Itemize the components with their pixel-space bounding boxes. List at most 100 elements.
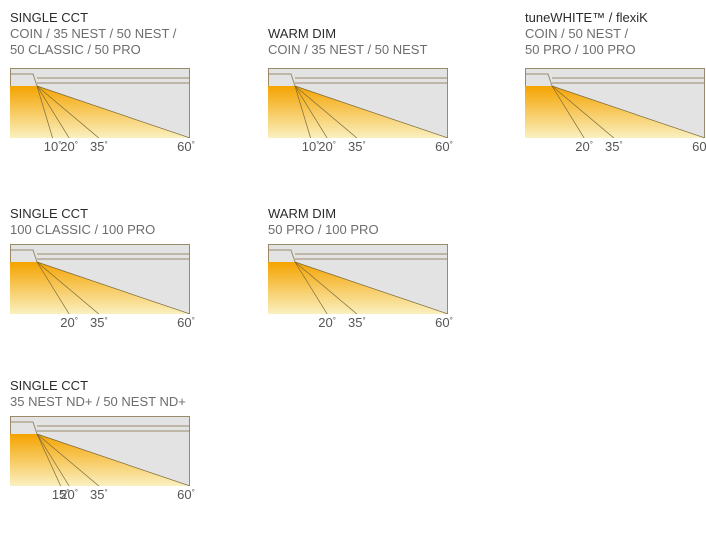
- light-beam: [268, 262, 448, 314]
- panel-subtitle-line: 50 CLASSIC / 50 PRO: [10, 42, 141, 57]
- light-beam: [10, 86, 190, 138]
- beam-angle-label: 20°: [60, 316, 78, 330]
- degree-mark: °: [191, 140, 195, 149]
- angle-value: 20: [318, 139, 333, 154]
- angle-value: 35: [90, 139, 105, 154]
- beam-panel: WARM DIM 50 PRO / 100 PRO 20° 35° 60°: [268, 206, 508, 330]
- angle-value: 35: [348, 315, 363, 330]
- fixture-outline: [268, 73, 296, 87]
- degree-mark: °: [449, 316, 453, 325]
- angle-value: 60: [435, 139, 450, 154]
- degree-mark: °: [66, 488, 70, 497]
- light-beam: [268, 86, 448, 138]
- beam-angle-label: 15°: [52, 488, 70, 502]
- degree-mark: °: [191, 488, 195, 497]
- angle-value: 35: [90, 487, 105, 502]
- angle-value: 20: [60, 315, 75, 330]
- beam-angle-ray: [551, 85, 615, 138]
- beam-angle-label: 35°: [90, 488, 108, 502]
- beam-angle-ray: [36, 433, 70, 486]
- panel-subtitle-line: COIN / 35 NEST / 50 NEST: [268, 42, 428, 57]
- beam-angle-ray: [551, 85, 705, 138]
- light-beam: [10, 262, 190, 314]
- angle-value: 35: [605, 139, 620, 154]
- beam-angle-label: 20°: [318, 316, 336, 330]
- panel-title: tuneWHITE™ / flexiK: [525, 10, 648, 25]
- beam-angle-ray: [294, 85, 448, 138]
- degree-mark: °: [104, 140, 108, 149]
- beam-angle-ray: [551, 85, 585, 138]
- degree-mark: °: [332, 140, 336, 149]
- fixture-outline: [10, 73, 38, 87]
- fixture-outline: [10, 421, 38, 435]
- panel-title: SINGLE CCT: [10, 206, 89, 221]
- beam-angle-ray: [36, 85, 53, 138]
- beam-angle-label: 35°: [605, 140, 623, 154]
- fixture-outline: [268, 249, 296, 263]
- beam-angle-label: 60°: [692, 140, 706, 154]
- beam-angle-label: 20°: [575, 140, 593, 154]
- degree-mark: °: [316, 140, 320, 149]
- beam-diagram: [10, 244, 190, 314]
- fixture-outline: [10, 249, 38, 263]
- degree-mark: °: [74, 488, 78, 497]
- degree-mark: °: [332, 316, 336, 325]
- beam-angle-label: 20°: [318, 140, 336, 154]
- beam-diagram: [10, 68, 190, 138]
- panel-title: WARM DIM: [268, 26, 337, 41]
- degree-mark: °: [104, 316, 108, 325]
- angle-value: 20: [575, 139, 590, 154]
- angle-value: 35: [90, 315, 105, 330]
- beam-diagram: [525, 68, 705, 138]
- beam-angle-ray: [36, 261, 70, 314]
- beam-angle-label: 35°: [90, 316, 108, 330]
- beam-angle-label: 60°: [177, 316, 195, 330]
- beam-panel: SINGLE CCT COIN / 35 NEST / 50 NEST /50 C…: [10, 10, 250, 154]
- degree-mark: °: [619, 140, 623, 149]
- beam-panel: WARM DIM COIN / 35 NEST / 50 NEST 10° 20° 35…: [268, 26, 508, 154]
- angle-value: 35: [348, 139, 363, 154]
- beam-angle-label: 60°: [177, 140, 195, 154]
- angle-value: 60: [692, 139, 706, 154]
- beam-angle-label: 35°: [90, 140, 108, 154]
- angle-value: 60: [177, 487, 192, 502]
- beam-panel: SINGLE CCT 100 CLASSIC / 100 PRO 20° 35° 60°: [10, 206, 250, 330]
- degree-mark: °: [449, 140, 453, 149]
- beam-angle-ray: [294, 85, 358, 138]
- beam-angle-label: 35°: [348, 316, 366, 330]
- panel-subtitle-line: COIN / 50 NEST /: [525, 26, 629, 41]
- fixture-outline: [525, 73, 553, 87]
- light-beam: [525, 86, 705, 138]
- beam-panel: SINGLE CCT 35 NEST ND+ / 50 NEST ND+ 15° 20…: [10, 378, 250, 502]
- beam-angle-ray: [294, 261, 328, 314]
- angle-value: 15: [51, 487, 67, 502]
- panel-subtitle-line: COIN / 35 NEST / 50 NEST /: [10, 26, 177, 41]
- beam-diagram: [10, 416, 190, 486]
- angle-value: 60: [177, 139, 192, 154]
- beam-angle-ray: [294, 261, 358, 314]
- degree-mark: °: [74, 316, 78, 325]
- angle-value: 20: [60, 487, 75, 502]
- beam-diagram: [268, 244, 448, 314]
- beam-diagram: [268, 68, 448, 138]
- angle-value: 60: [435, 315, 450, 330]
- beam-angle-label: 10°: [302, 140, 320, 154]
- beam-angle-ray: [294, 85, 311, 138]
- beam-angle-ray: [36, 433, 190, 486]
- angle-value: 10: [301, 139, 317, 154]
- beam-angle-label: 20°: [60, 488, 78, 502]
- beam-angle-ray: [294, 261, 448, 314]
- degree-mark: °: [58, 140, 62, 149]
- angle-value: 60: [177, 315, 192, 330]
- beam-angle-ray: [36, 85, 70, 138]
- panel-subtitle-line: 100 CLASSIC / 100 PRO: [10, 222, 156, 237]
- beam-angle-ray: [36, 433, 61, 486]
- beam-angle-label: 60°: [435, 140, 453, 154]
- beam-angle-label: 20°: [60, 140, 78, 154]
- beam-angle-ray: [36, 261, 190, 314]
- degree-mark: °: [191, 316, 195, 325]
- beam-angle-ray: [36, 85, 190, 138]
- beam-angle-ray: [36, 261, 100, 314]
- angle-value: 20: [60, 139, 75, 154]
- panel-title: WARM DIM: [268, 206, 337, 221]
